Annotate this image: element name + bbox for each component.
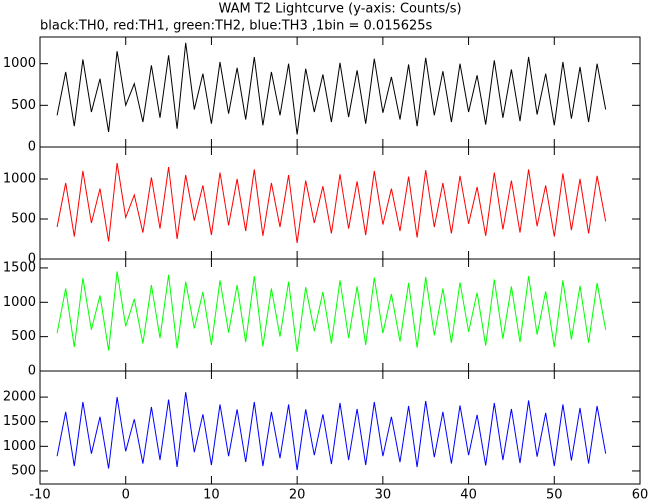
y-tick-label: 1000 <box>3 56 36 71</box>
y-tick-label: 1500 <box>3 414 36 429</box>
x-tick-label: 60 <box>632 488 649 503</box>
x-tick-label: 20 <box>289 488 306 503</box>
chart-title: WAM T2 Lightcurve (y-axis: Counts/s) <box>218 2 461 17</box>
y-tick-label: 500 <box>11 98 36 113</box>
y-tick-label: 500 <box>11 212 36 227</box>
lightcurve <box>56 271 607 352</box>
y-tick-label: 1500 <box>3 260 36 275</box>
chart-subtitle: black:TH0, red:TH1, green:TH2, blue:TH3 … <box>40 19 433 34</box>
y-tick-label: 0 <box>28 140 36 155</box>
y-tick-label: 1000 <box>3 295 36 310</box>
lightcurve <box>56 392 607 471</box>
panel-frame <box>39 370 641 485</box>
x-tick-label: 50 <box>546 488 563 503</box>
y-tick-label: 1000 <box>3 439 36 454</box>
y-tick-label: 500 <box>11 463 36 478</box>
x-tick-label: -10 <box>29 488 50 503</box>
y-tick-label: 0 <box>28 364 36 379</box>
x-tick-label: 0 <box>122 488 130 503</box>
x-tick-label: 40 <box>460 488 477 503</box>
y-tick-label: 2000 <box>3 390 36 405</box>
lightcurve <box>56 162 607 244</box>
y-tick-label: 500 <box>11 329 36 344</box>
y-tick-label: 1000 <box>3 172 36 187</box>
lightcurve <box>56 42 607 135</box>
x-tick-label: 10 <box>203 488 220 503</box>
x-tick-label: 30 <box>375 488 392 503</box>
y-tick-label: 0 <box>28 252 36 267</box>
